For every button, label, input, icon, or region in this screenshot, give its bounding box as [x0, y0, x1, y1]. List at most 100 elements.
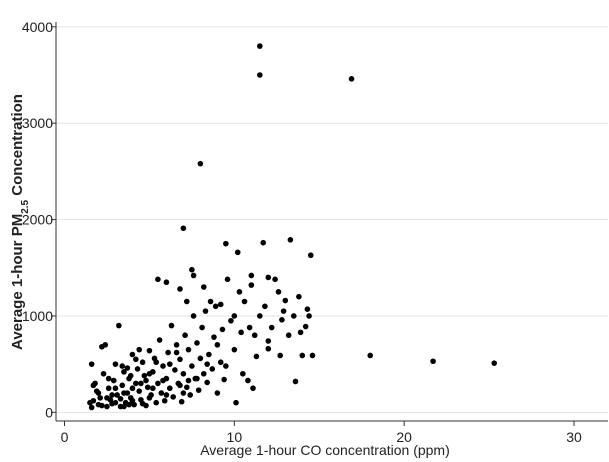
point [238, 329, 244, 336]
point [248, 282, 255, 288]
point [180, 390, 187, 396]
point [117, 396, 124, 402]
point [200, 370, 207, 377]
point [143, 377, 149, 384]
point [217, 301, 224, 308]
point [124, 365, 131, 371]
point [141, 372, 148, 379]
point [165, 349, 171, 356]
point [183, 298, 190, 305]
point [292, 378, 299, 385]
point [214, 342, 221, 348]
point [309, 352, 316, 359]
x-tick-label: 30 [566, 429, 582, 445]
point [348, 76, 355, 82]
y-tick-label: 2000 [22, 212, 53, 228]
point [139, 359, 146, 366]
point [183, 384, 190, 391]
point [199, 324, 205, 331]
point [223, 363, 229, 369]
point [146, 347, 153, 354]
x-tick-label: 10 [227, 429, 243, 445]
point [153, 399, 160, 406]
point [224, 276, 231, 283]
point [231, 313, 238, 319]
y-tick-label: 0 [45, 404, 53, 420]
x-tick-label: 0 [61, 429, 69, 445]
point [177, 356, 183, 363]
point [251, 332, 258, 339]
point [221, 376, 227, 383]
point [146, 370, 153, 377]
point [214, 390, 221, 396]
point [241, 298, 248, 305]
point [160, 377, 166, 384]
point [245, 377, 251, 384]
point [178, 398, 185, 405]
point [223, 240, 229, 247]
point [189, 266, 195, 273]
x-axis-label: Average 1-hour CO concentration (ppm) [200, 442, 450, 458]
point [177, 382, 183, 389]
point [112, 399, 119, 406]
point [189, 363, 195, 369]
point [158, 390, 165, 396]
point [491, 360, 498, 366]
point [299, 352, 306, 359]
point [209, 366, 216, 372]
point [134, 366, 141, 372]
point [228, 317, 234, 324]
point [150, 385, 156, 392]
point [155, 380, 161, 387]
point [212, 303, 219, 310]
point [136, 388, 143, 394]
point [282, 297, 289, 304]
point [112, 385, 119, 392]
point [156, 337, 163, 343]
point [109, 392, 115, 398]
point [121, 403, 127, 410]
point [170, 394, 176, 400]
point [129, 385, 136, 392]
point [234, 249, 241, 256]
point [195, 387, 202, 393]
point [233, 399, 239, 406]
point [104, 403, 110, 410]
point [161, 397, 168, 404]
point [138, 380, 144, 387]
point [105, 375, 112, 382]
y-axis-label-subscript: 2.5 [20, 199, 31, 213]
point [217, 359, 224, 366]
point [287, 237, 294, 243]
point [257, 72, 263, 78]
x-tick-label: 20 [396, 429, 412, 445]
point [302, 323, 309, 330]
point [272, 276, 278, 283]
y-tick-label: 1000 [22, 308, 53, 324]
point [180, 225, 187, 232]
point [253, 353, 260, 360]
point [204, 361, 210, 367]
point [95, 390, 102, 396]
point [160, 363, 166, 369]
point [99, 402, 105, 409]
y-tick-label: 3000 [22, 115, 53, 131]
point [144, 384, 151, 391]
point [185, 377, 192, 384]
point [90, 382, 97, 389]
y-axis-label-part: Average 1-hour PM [9, 214, 26, 350]
point [240, 370, 246, 377]
point [268, 324, 275, 331]
point [265, 338, 272, 344]
point [114, 392, 120, 398]
point [182, 332, 188, 339]
point [119, 363, 126, 369]
point [219, 326, 226, 333]
point [248, 272, 255, 279]
point [172, 367, 178, 373]
point [197, 355, 204, 362]
point [166, 385, 173, 392]
point [121, 369, 127, 375]
y-axis-label: Average 1-hour PM2.5 Concentration [9, 94, 31, 350]
